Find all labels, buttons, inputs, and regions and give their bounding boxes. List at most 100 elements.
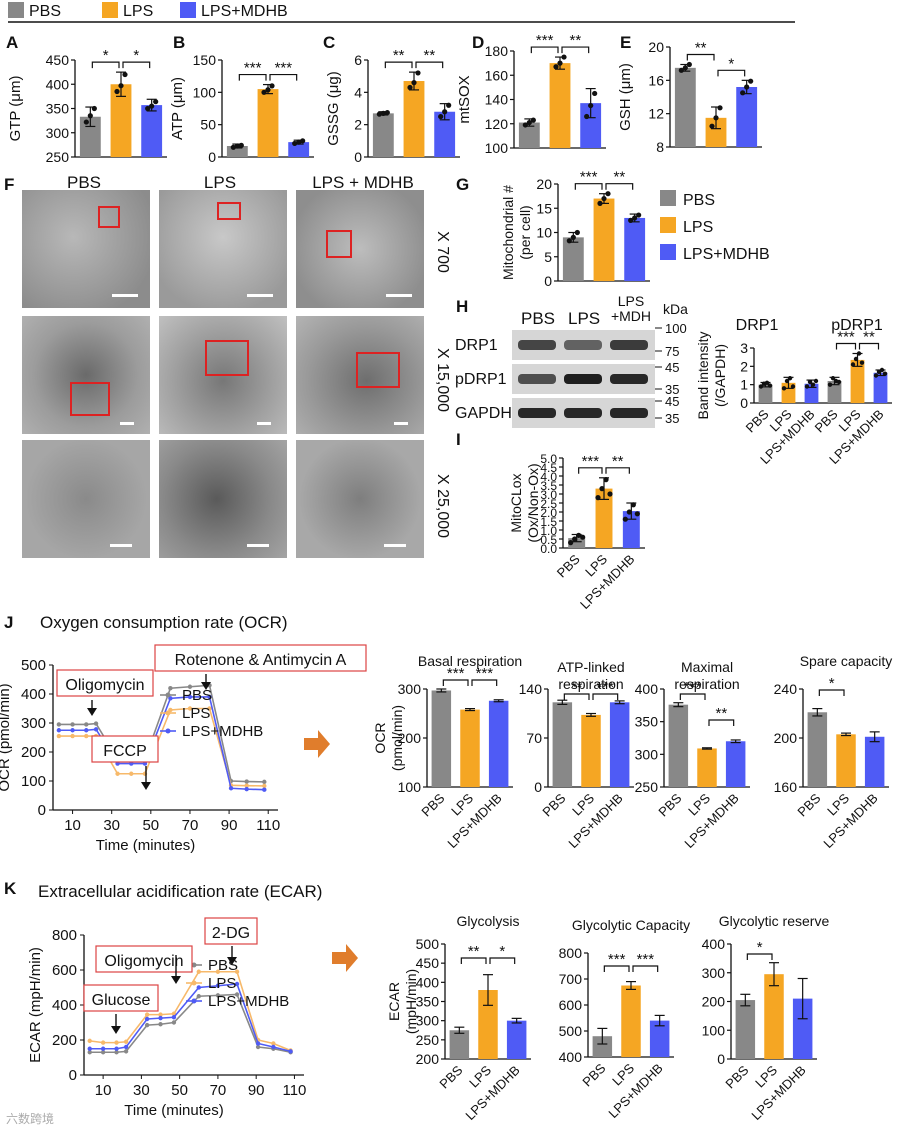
y-axis-label: ECAR (386, 982, 402, 1021)
data-point (622, 516, 628, 522)
data-point (522, 122, 528, 128)
data-point (576, 532, 582, 539)
bar-lps (478, 990, 498, 1059)
significance-label: ** (393, 47, 405, 64)
y-tick-label: 500 (21, 657, 46, 674)
x-tick-label: 110 (256, 817, 280, 834)
y-tick-label: 2 (354, 117, 362, 133)
y-tick-label: 2 (740, 358, 748, 374)
series-point (70, 728, 75, 733)
bar-lps (581, 714, 601, 787)
y-tick-label: 0 (544, 273, 552, 289)
scale-bar (384, 544, 406, 547)
y-tick-label: 800 (52, 927, 77, 944)
y-tick-label: 100 (193, 84, 217, 100)
y-tick-label: 1 (740, 377, 748, 393)
ecar-glucose-box (83, 984, 159, 1012)
data-point (873, 373, 879, 378)
data-point (626, 509, 632, 515)
bar-lps (403, 81, 425, 157)
data-point (122, 71, 128, 78)
series-point (158, 1012, 163, 1017)
bar-lps-mdhb (141, 105, 163, 157)
data-point (553, 64, 559, 70)
data-point (830, 376, 836, 381)
tem-image (159, 190, 287, 308)
wb-label-drp1: DRP1 (455, 337, 498, 354)
data-point (446, 102, 452, 108)
data-point (442, 109, 448, 115)
tem-roi-box (326, 230, 352, 258)
y-tick-label: 600 (559, 997, 583, 1013)
bar-lps (593, 198, 615, 281)
data-point (300, 138, 306, 144)
wb-band (518, 374, 556, 384)
bar-pbs (518, 122, 540, 148)
data-point (238, 142, 244, 148)
y-tick-label: 300 (398, 681, 422, 697)
bar-pbs (226, 146, 248, 157)
significance-bracket (238, 73, 267, 81)
wb-band (518, 340, 556, 350)
bar-lps-mdhb (873, 372, 888, 403)
x-tick-label: 110 (282, 1082, 306, 1099)
series-point (100, 1046, 106, 1051)
data-point (588, 102, 594, 109)
series-point (84, 728, 89, 733)
y-tick-label: 300 (635, 746, 659, 762)
data-point (748, 78, 754, 84)
y-tick-label: 200 (21, 744, 46, 761)
y-tick-label: 250 (46, 149, 70, 165)
ocr-fccp-box (91, 735, 159, 763)
bar-pbs (674, 67, 696, 147)
panel-letter-d: D (472, 33, 484, 52)
series-point (158, 1015, 163, 1021)
series-point (70, 722, 75, 727)
series-point (196, 994, 201, 999)
significance-label: *** (536, 32, 554, 49)
significance-bracket (578, 467, 603, 474)
significance-bracket (574, 183, 603, 190)
wb-band (518, 408, 556, 418)
panel-letter-h: H (456, 297, 468, 316)
significance-bracket (858, 342, 880, 350)
bar-lps-mdhb (864, 736, 885, 787)
series-point (171, 1015, 177, 1020)
data-point (415, 70, 421, 76)
data-point (605, 191, 611, 197)
x-tick-label: 90 (221, 817, 238, 834)
y-axis-label: ATP (μm) (169, 77, 186, 140)
y-tick-label: 450 (46, 52, 70, 68)
ocr-oligomycin-label: Oligomycin (65, 677, 144, 694)
series-point (100, 1050, 106, 1055)
significance-label: ** (468, 943, 480, 960)
y-tick-label: 400 (416, 974, 440, 990)
data-point (632, 215, 638, 221)
y-tick-label: 0.0 (540, 542, 557, 556)
legend-swatch-lps+mdhb (180, 2, 196, 18)
x-tick-label: PBS (539, 790, 568, 819)
y-tick-label: 20 (648, 39, 664, 55)
bar-pbs (552, 702, 573, 787)
g-legend-label: PBS (683, 192, 715, 209)
significance-bracket (708, 719, 735, 726)
y-tick-label: 20 (536, 176, 552, 192)
data-point (764, 380, 770, 386)
y-tick-label: 160 (485, 67, 509, 83)
watermark: 六数跨境 (6, 1112, 55, 1126)
y-tick-label: 6 (354, 52, 362, 68)
y-tick-label: 0.5 (540, 533, 557, 547)
y-tick-label: 400 (21, 686, 46, 703)
data-point (83, 119, 89, 125)
bar-lps (549, 63, 571, 148)
wb-lane-pbs: PBS (521, 309, 555, 328)
series-point (114, 1046, 119, 1051)
y-tick-label: 0 (69, 1067, 77, 1084)
y-axis-label: OCR (372, 722, 388, 753)
data-point (636, 212, 642, 218)
